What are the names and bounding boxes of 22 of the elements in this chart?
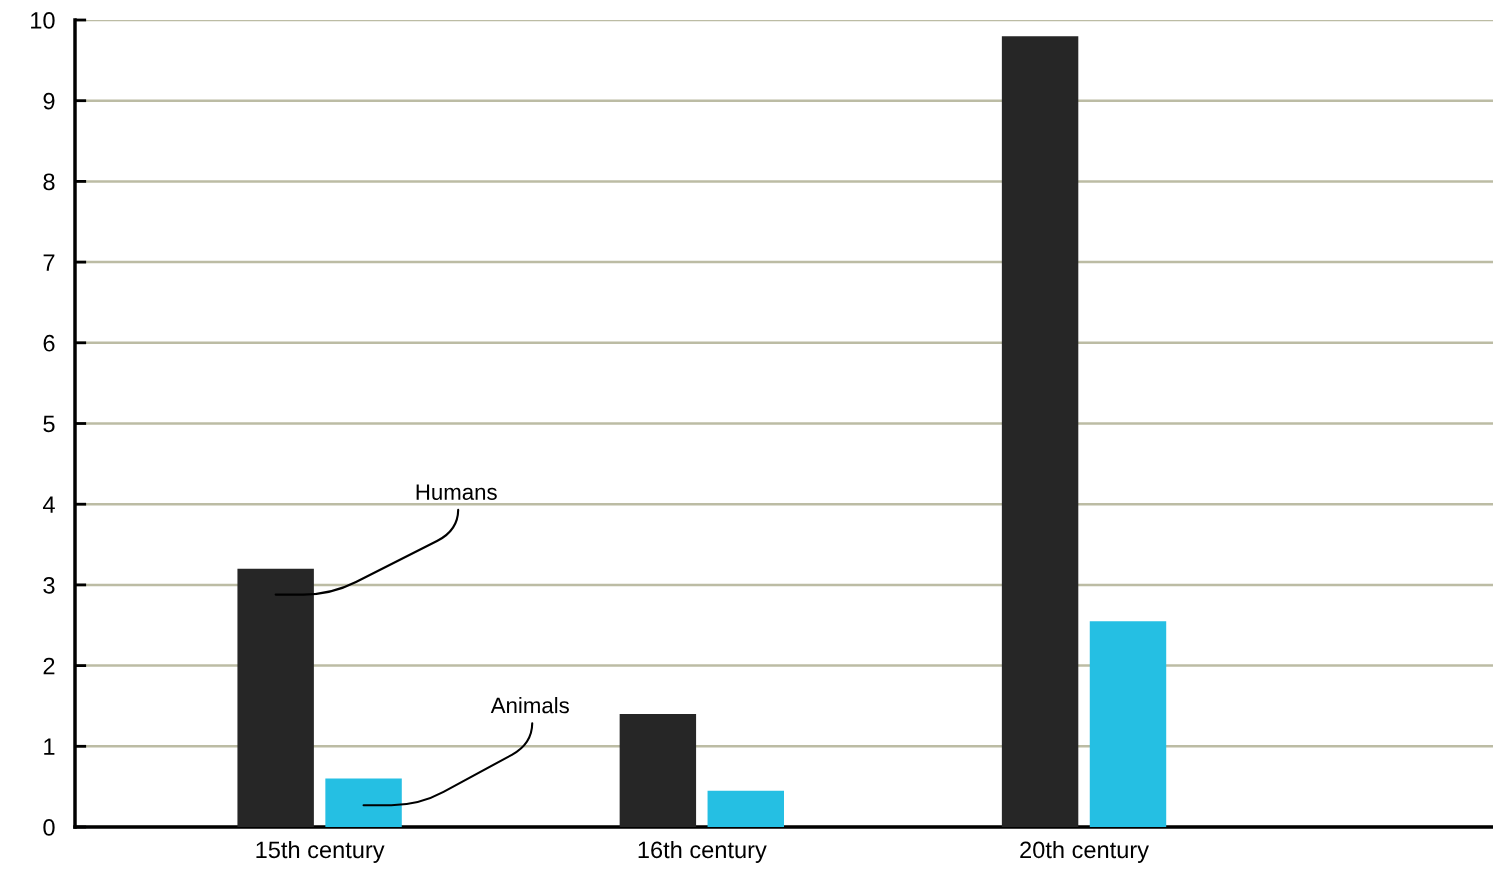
- y-tick-label: 1: [44, 738, 55, 755]
- y-tick-label: 5: [43, 415, 55, 433]
- y-tick-label: 8: [43, 173, 55, 191]
- y-tick-label: 2: [43, 657, 55, 675]
- y-tick-label: 7: [43, 254, 55, 271]
- y-tick-label: 10: [31, 12, 55, 29]
- x-tick-label: 16th century: [638, 840, 767, 863]
- y-tick-label: 6: [43, 334, 55, 352]
- bar: [237, 568, 314, 827]
- bar: [1001, 36, 1079, 827]
- bar: [619, 714, 697, 827]
- bar: [325, 778, 402, 827]
- y-tick-label: 0: [43, 819, 55, 836]
- text: Animals: [490, 697, 569, 714]
- x-tick-label: 15th century: [256, 840, 385, 863]
- bar: [707, 790, 784, 827]
- y-tick-label: 4: [42, 496, 55, 513]
- x-tick-label: 20th century: [1020, 840, 1149, 863]
- y-tick-label: 9: [43, 92, 55, 110]
- bar: [1089, 621, 1167, 827]
- y-tick-label: 3: [43, 576, 55, 594]
- text: Humans: [416, 484, 497, 500]
